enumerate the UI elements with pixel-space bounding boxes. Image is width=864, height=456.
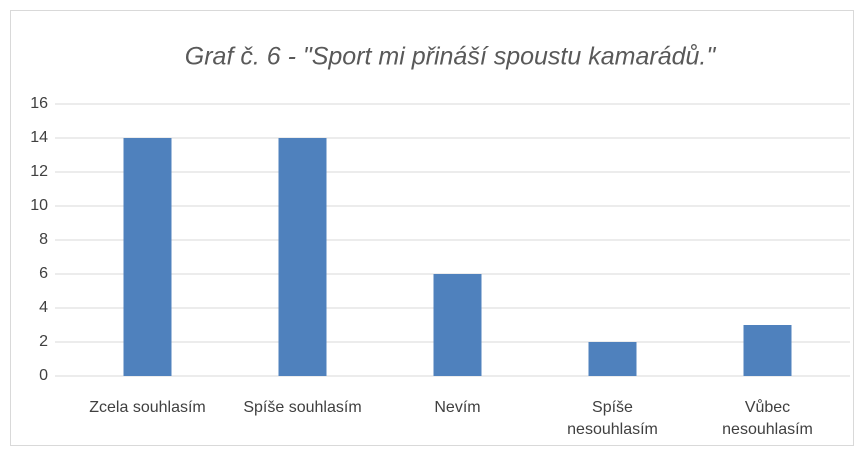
x-tick-label: Vůbec nesouhlasím <box>722 399 813 438</box>
y-tick-label: 0 <box>39 367 48 384</box>
bar <box>433 274 482 376</box>
y-tick-label: 10 <box>30 197 48 214</box>
x-tick-label: Zcela souhlasím <box>89 399 206 416</box>
bar <box>588 342 637 376</box>
x-tick-label: Spíše souhlasím <box>243 399 362 416</box>
y-tick-label: 12 <box>30 163 48 180</box>
y-tick-label: 8 <box>39 231 48 248</box>
bar <box>123 138 172 376</box>
y-tick-label: 2 <box>39 333 48 350</box>
y-tick-label: 6 <box>39 265 48 282</box>
y-tick-label: 4 <box>39 299 48 316</box>
x-tick-label: Nevím <box>434 399 481 416</box>
x-tick-label: Spíše nesouhlasím <box>567 399 658 438</box>
bar <box>743 325 792 376</box>
y-tick-label: 14 <box>30 129 48 146</box>
bar <box>278 138 327 376</box>
chart-title: Graf č. 6 - "Sport mi přináší spoustu ka… <box>185 43 717 71</box>
y-tick-label: 16 <box>30 95 48 112</box>
